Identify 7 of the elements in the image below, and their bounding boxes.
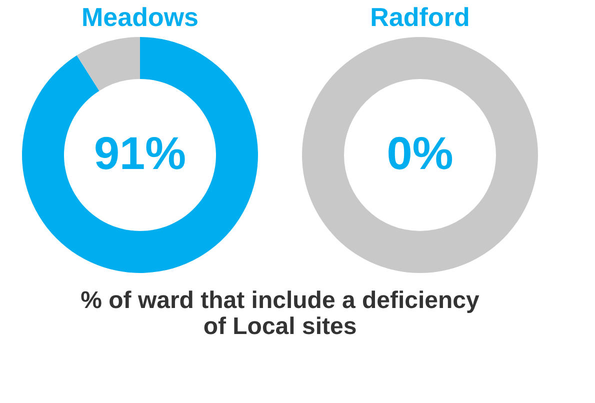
donut-slice (22, 37, 258, 273)
donut-slice (76, 37, 140, 91)
text: % of ward that include a deficiency of Local sites (80, 287, 480, 340)
chart-title: Meadows (81, 2, 199, 32)
data-label: 91% (94, 127, 186, 179)
text: 0% (386, 127, 454, 179)
chart-title: Radford (370, 2, 470, 32)
